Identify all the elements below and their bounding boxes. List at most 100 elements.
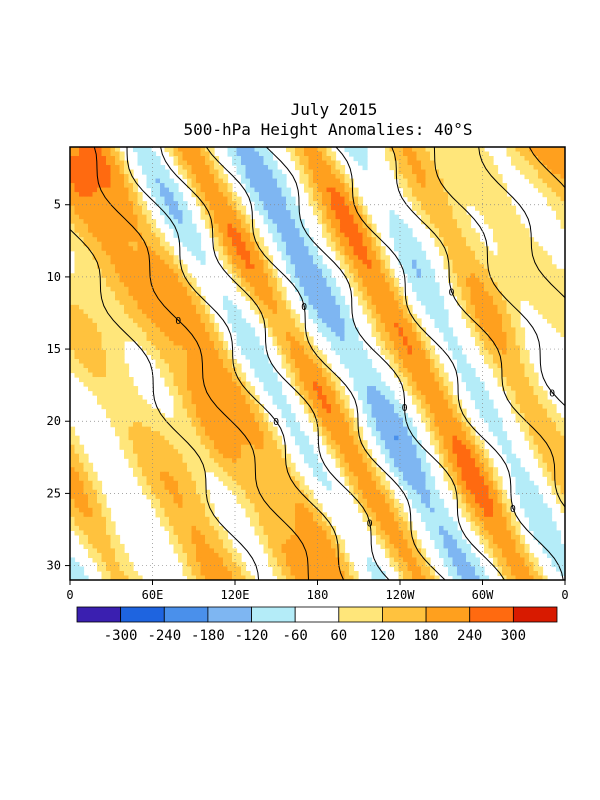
heatmap-cell	[358, 259, 364, 265]
heatmap-cell	[502, 183, 508, 189]
heatmap-cell	[196, 309, 202, 315]
heatmap-cell	[452, 192, 458, 198]
heatmap-cell	[497, 309, 503, 315]
heatmap-cell	[236, 214, 242, 220]
heatmap-cell	[520, 354, 526, 360]
heatmap-cell	[412, 399, 418, 405]
heatmap-cell	[250, 277, 256, 283]
heatmap-cell	[205, 417, 211, 423]
heatmap-cell	[88, 327, 94, 333]
heatmap-cell	[173, 156, 179, 162]
heatmap-cell	[250, 300, 256, 306]
heatmap-cell	[439, 363, 445, 369]
heatmap-cell	[187, 368, 193, 374]
heatmap-cell	[160, 304, 166, 310]
heatmap-cell	[488, 345, 494, 351]
heatmap-cell	[394, 246, 400, 252]
heatmap-cell	[169, 345, 175, 351]
heatmap-cell	[322, 399, 328, 405]
heatmap-cell	[524, 232, 530, 238]
heatmap-cell	[106, 363, 112, 369]
heatmap-cell	[304, 358, 310, 365]
heatmap-cell	[205, 205, 211, 211]
heatmap-cell	[245, 340, 251, 347]
heatmap-cell	[358, 377, 364, 383]
heatmap-cell	[326, 174, 332, 180]
heatmap-cell	[326, 219, 332, 225]
heatmap-cell	[439, 250, 445, 256]
heatmap-cell	[389, 160, 395, 166]
heatmap-cell	[173, 187, 179, 193]
heatmap-cell	[538, 399, 544, 405]
heatmap-cell	[331, 413, 337, 419]
heatmap-cell	[533, 399, 539, 405]
heatmap-cell	[290, 377, 296, 383]
heatmap-cell	[497, 300, 503, 306]
heatmap-cell	[376, 304, 382, 310]
heatmap-cell	[74, 246, 80, 252]
heatmap-cell	[209, 408, 215, 414]
heatmap-cell	[223, 237, 229, 243]
heatmap-cell	[533, 390, 539, 396]
heatmap-cell	[520, 291, 526, 297]
heatmap-cell	[155, 291, 161, 297]
heatmap-cell	[358, 291, 364, 297]
heatmap-cell	[83, 291, 89, 297]
heatmap-cell	[97, 196, 103, 202]
heatmap-cell	[452, 223, 458, 229]
heatmap-cell	[470, 178, 476, 184]
heatmap-cell	[479, 295, 485, 301]
heatmap-cell	[515, 264, 521, 270]
heatmap-cell	[538, 255, 544, 261]
heatmap-cell	[259, 246, 265, 252]
heatmap-cell	[506, 340, 512, 347]
heatmap-cell	[88, 318, 94, 324]
heatmap-cell	[538, 183, 544, 189]
heatmap-cell	[308, 381, 314, 387]
heatmap-cell	[160, 363, 166, 369]
heatmap-cell	[362, 381, 368, 387]
heatmap-cell	[457, 408, 463, 414]
heatmap-cell	[196, 340, 202, 347]
heatmap-cell	[106, 408, 112, 414]
heatmap-cell	[502, 304, 508, 310]
heatmap-cell	[389, 358, 395, 365]
heatmap-cell	[227, 390, 233, 396]
heatmap-cell	[524, 386, 530, 392]
heatmap-cell	[142, 295, 148, 301]
heatmap-cell	[452, 282, 458, 288]
heatmap-cell	[263, 178, 269, 184]
heatmap-cell	[268, 286, 274, 292]
heatmap-cell	[335, 399, 341, 405]
heatmap-cell	[110, 322, 116, 329]
heatmap-cell	[97, 309, 103, 315]
heatmap-cell	[538, 408, 544, 414]
heatmap-cell	[110, 246, 116, 252]
heatmap-cell	[155, 156, 161, 162]
heatmap-cell	[236, 237, 242, 243]
heatmap-cell	[398, 259, 404, 265]
heatmap-cell	[335, 183, 341, 189]
heatmap-cell	[380, 345, 386, 351]
heatmap-cell	[317, 318, 323, 324]
heatmap-cell	[106, 318, 112, 324]
heatmap-cell	[182, 399, 188, 405]
heatmap-cell	[97, 386, 103, 392]
heatmap-cell	[421, 250, 427, 256]
heatmap-cell	[344, 363, 350, 369]
heatmap-cell	[164, 255, 170, 261]
heatmap-cell	[74, 156, 80, 162]
heatmap-cell	[524, 363, 530, 369]
heatmap-cell	[542, 156, 548, 162]
heatmap-cell	[488, 264, 494, 270]
heatmap-cell	[371, 282, 377, 288]
heatmap-cell	[412, 349, 418, 356]
heatmap-cell	[272, 331, 278, 338]
heatmap-cell	[547, 413, 553, 419]
heatmap-cell	[169, 363, 175, 369]
heatmap-cell	[74, 151, 80, 157]
heatmap-cell	[412, 363, 418, 369]
heatmap-cell	[461, 282, 467, 288]
heatmap-cell	[317, 264, 323, 270]
heatmap-cell	[169, 268, 175, 274]
